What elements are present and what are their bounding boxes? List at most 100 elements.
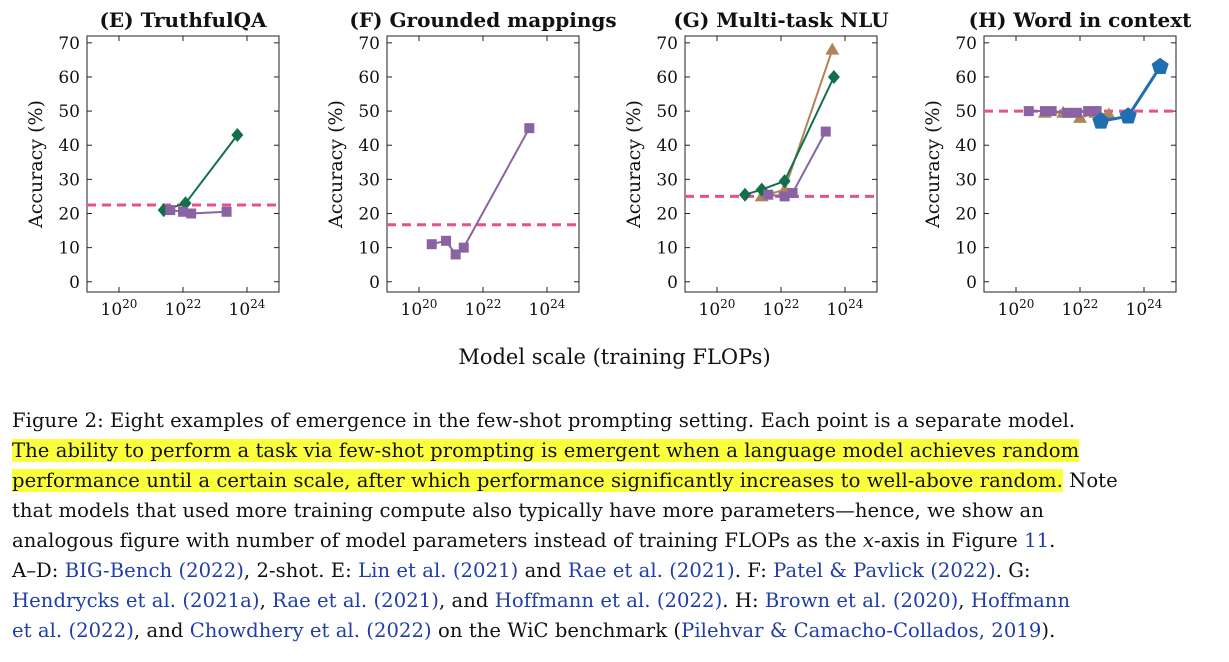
citation-link[interactable]: Patel & Pavlick (2022) xyxy=(773,559,996,582)
y-tick-label: 40 xyxy=(955,136,977,156)
data-point xyxy=(787,188,798,199)
caption-text: on the WiC benchmark ( xyxy=(431,619,682,642)
caption-text: that models that used more training comp… xyxy=(12,499,1044,522)
citation-link[interactable]: et al. (2022) xyxy=(12,619,134,642)
data-point xyxy=(450,249,461,260)
citation-link[interactable]: BIG-Bench (2022) xyxy=(64,559,244,582)
data-series xyxy=(754,42,840,202)
y-tick-label: 50 xyxy=(656,102,678,122)
y-tick-label: 50 xyxy=(58,102,80,122)
chart-axes-frame xyxy=(983,35,1177,293)
data-point xyxy=(1046,106,1057,117)
data-series xyxy=(165,205,232,219)
series-line xyxy=(768,131,827,198)
data-point xyxy=(778,174,791,189)
y-tick-label: 20 xyxy=(955,204,977,224)
data-point xyxy=(1151,57,1169,74)
y-axis-label: Accuracy (%) xyxy=(25,100,47,229)
y-tick-label: 0 xyxy=(667,273,678,293)
y-tick-label: 70 xyxy=(58,34,80,54)
caption-text: and xyxy=(518,559,568,582)
data-point xyxy=(1071,107,1082,118)
citation-link[interactable]: Hoffmann et al. (2022) xyxy=(494,589,723,612)
data-point xyxy=(825,42,840,55)
caption-line-2: The ability to perform a task via few-sh… xyxy=(12,436,1218,466)
caption-text: Figure 2: Eight examples of emergence in… xyxy=(12,409,1076,432)
caption-text: -axis in Figure xyxy=(874,529,1025,552)
chart-title: (H) Word in context xyxy=(969,8,1192,32)
caption-line-3: performance until a certain scale, after… xyxy=(12,466,1218,496)
data-point xyxy=(1091,106,1102,117)
y-tick-label: 30 xyxy=(955,170,977,190)
data-point xyxy=(165,205,176,216)
figure-reference-link[interactable]: 11 xyxy=(1024,529,1050,552)
y-tick-label: 60 xyxy=(955,68,977,88)
citation-link[interactable]: Rae et al. (2021) xyxy=(272,589,439,612)
y-tick-label: 40 xyxy=(656,136,678,156)
data-point xyxy=(231,127,244,142)
caption-text: A–D: xyxy=(12,559,65,582)
y-tick-label: 60 xyxy=(358,68,380,88)
x-tick-label: 1022 xyxy=(465,297,502,320)
y-tick-label: 70 xyxy=(656,34,678,54)
x-tick-label: 1024 xyxy=(827,297,864,320)
x-tick-label: 1024 xyxy=(229,297,266,320)
data-point xyxy=(820,126,831,137)
x-tick-label: 1022 xyxy=(165,297,202,320)
chart-axes-frame xyxy=(386,35,580,293)
y-tick-label: 30 xyxy=(358,170,380,190)
data-point xyxy=(441,235,452,246)
series-line xyxy=(744,76,835,196)
caption-text: , xyxy=(259,589,273,612)
x-tick-label: 1020 xyxy=(699,297,736,320)
x-tick-label: 1024 xyxy=(1126,297,1163,320)
caption-line-5: analogous figure with number of model pa… xyxy=(12,526,1218,556)
y-tick-label: 10 xyxy=(955,239,977,259)
caption-text: analogous figure with number of model pa… xyxy=(12,529,863,552)
y-tick-label: 40 xyxy=(358,136,380,156)
y-tick-label: 60 xyxy=(656,68,678,88)
caption-line-6: A–D: BIG-Bench (2022), 2-shot. E: Lin et… xyxy=(12,556,1218,586)
caption-text: , 2-shot. E: xyxy=(243,559,359,582)
y-tick-label: 10 xyxy=(656,239,678,259)
citation-link[interactable]: Brown et al. (2020) xyxy=(764,589,959,612)
x-tick-label: 1022 xyxy=(1062,297,1099,320)
y-tick-label: 30 xyxy=(656,170,678,190)
y-tick-label: 50 xyxy=(358,102,380,122)
data-point xyxy=(178,206,188,217)
caption-text: , xyxy=(958,589,971,612)
y-tick-label: 20 xyxy=(358,204,380,224)
caption-line-1: Figure 2: Eight examples of emergence in… xyxy=(12,406,1218,436)
figure-caption: Figure 2: Eight examples of emergence in… xyxy=(12,406,1218,646)
chart-title: (G) Multi-task NLU xyxy=(673,8,888,32)
data-point xyxy=(524,123,535,134)
y-tick-label: 50 xyxy=(955,102,977,122)
data-point xyxy=(221,206,232,217)
y-axis-label: Accuracy (%) xyxy=(623,100,645,229)
chart-axes-frame xyxy=(684,35,878,293)
caption-text: . F: xyxy=(734,559,774,582)
caption-text: , and xyxy=(438,589,495,612)
citation-link[interactable]: Chowdhery et al. (2022) xyxy=(189,619,432,642)
citation-link[interactable]: Lin et al. (2021) xyxy=(358,559,519,582)
citation-link[interactable]: Hoffmann xyxy=(970,589,1071,612)
caption-highlight: performance until a certain scale, after… xyxy=(12,469,1063,492)
citation-link[interactable]: Rae et al. (2021) xyxy=(567,559,735,582)
data-series xyxy=(763,126,831,202)
data-point xyxy=(739,187,752,202)
citation-link[interactable]: Hendrycks et al. (2021a) xyxy=(12,589,260,612)
data-point xyxy=(1039,106,1050,117)
series-line xyxy=(163,134,239,212)
data-point xyxy=(179,196,192,211)
y-tick-label: 0 xyxy=(69,273,80,293)
data-series xyxy=(739,69,840,202)
chart-panel: (F) Grounded mappings0102030405060701020… xyxy=(325,8,617,320)
data-point xyxy=(1023,106,1034,117)
caption-text: Note xyxy=(1062,469,1118,492)
citation-link[interactable]: Pilehvar & Camacho-Collados, 2019 xyxy=(681,619,1042,642)
caption-line-7: Hendrycks et al. (2021a), Rae et al. (20… xyxy=(12,586,1218,616)
y-tick-label: 10 xyxy=(358,239,380,259)
